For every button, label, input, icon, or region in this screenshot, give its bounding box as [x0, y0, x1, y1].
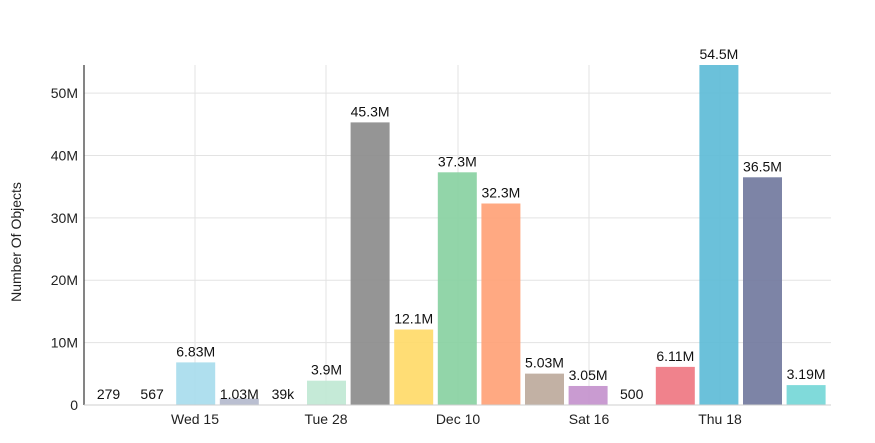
bar [655, 366, 695, 405]
x-tick-label: Wed 15 [171, 411, 219, 427]
bar-value-label: 1.03M [220, 386, 259, 402]
bar [394, 329, 434, 405]
bar-value-label: 6.11M [656, 348, 694, 364]
y-axis: 0 10M 20M 30M 40M 50M [51, 65, 85, 413]
bar [176, 362, 216, 405]
bar [437, 172, 477, 405]
bar [307, 380, 346, 405]
y-tick-label: 50M [51, 85, 78, 101]
x-tick-label: Tue 28 [304, 411, 347, 427]
bar-value-label: 45.3M [351, 103, 390, 119]
bar [743, 177, 782, 405]
y-axis-title: Number Of Objects [8, 182, 24, 302]
bar-value-label: 3.19M [787, 366, 826, 382]
x-tick-label: Dec 10 [436, 411, 481, 427]
bar-value-label: 3.05M [569, 367, 608, 383]
bar-value-label: 5.03M [525, 355, 564, 371]
bar-value-label: 567 [140, 386, 164, 402]
bar [568, 385, 608, 405]
bar-value-label: 54.5M [699, 46, 738, 62]
bar-value-label: 36.5M [743, 158, 782, 174]
x-tick-label: Thu 18 [698, 411, 742, 427]
bar-value-label: 279 [97, 386, 121, 402]
x-tick-label: Sat 16 [569, 411, 610, 427]
y-tick-label: 40M [51, 147, 78, 163]
bar-value-label: 39k [272, 386, 296, 402]
y-tick-label: 30M [51, 210, 78, 226]
bar [525, 373, 564, 405]
bar-value-label: 37.3M [438, 153, 477, 169]
data-labels-group: 279 567 6.83M 1.03M 39k 3.9M 45.3M 12.1M 37.3M32… [97, 46, 826, 402]
y-tick-label: 20M [51, 272, 78, 288]
bar-value-label: 12.1M [394, 311, 433, 327]
x-axis: Wed 15 Tue 28 Dec 10 Sat 16 Thu 18 [84, 404, 831, 427]
bar-value-label: 32.3M [481, 184, 520, 200]
bar-value-label: 500 [620, 386, 644, 402]
bars-group [89, 65, 826, 405]
bar [699, 65, 739, 405]
y-tick-label: 10M [51, 335, 78, 351]
bar [786, 385, 826, 405]
y-tick-label: 0 [70, 397, 78, 413]
bar [350, 122, 390, 405]
bar-value-label: 6.83M [176, 343, 215, 359]
bar-value-label: 3.9M [311, 362, 342, 378]
bar [219, 398, 259, 405]
bar [481, 203, 521, 405]
